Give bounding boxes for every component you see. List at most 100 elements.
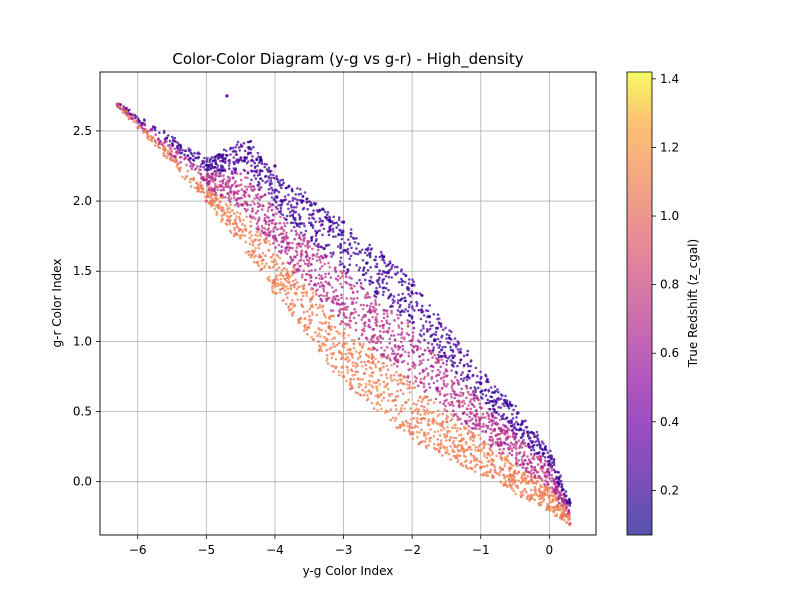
scatter-point: [339, 233, 343, 237]
scatter-point: [284, 250, 287, 254]
scatter-point: [451, 448, 454, 451]
scatter-point: [234, 221, 238, 224]
colorbar-tick-label: 0.4: [660, 415, 679, 429]
scatter-point: [286, 287, 290, 291]
scatter-point: [355, 237, 358, 240]
scatter-point: [403, 296, 407, 300]
scatter-point: [226, 192, 230, 195]
scatter-point: [391, 305, 394, 308]
scatter-point: [440, 334, 444, 338]
scatter-point: [235, 143, 239, 147]
scatter-point: [380, 319, 384, 323]
scatter-point: [249, 255, 253, 259]
scatter-point: [332, 365, 336, 368]
scatter-point: [290, 229, 293, 232]
scatter-point: [400, 327, 404, 331]
scatter-point: [441, 420, 444, 424]
scatter-point: [361, 316, 365, 319]
scatter-point: [504, 442, 507, 446]
scatter-point: [390, 276, 394, 279]
scatter-point: [355, 247, 358, 250]
scatter-point: [237, 204, 240, 208]
scatter-point: [498, 451, 501, 455]
scatter-point: [272, 176, 276, 180]
scatter-point: [404, 400, 408, 404]
scatter-point: [485, 456, 489, 460]
scatter-point: [508, 476, 512, 480]
scatter-point: [178, 156, 182, 159]
scatter-point: [299, 258, 303, 262]
scatter-point: [533, 434, 537, 437]
scatter-point: [209, 167, 213, 171]
scatter-point: [433, 430, 437, 434]
scatter-point: [423, 349, 427, 352]
scatter-point: [214, 156, 217, 159]
scatter-point: [378, 285, 382, 289]
scatter-point: [263, 227, 267, 230]
scatter-point: [517, 428, 520, 432]
scatter-point: [502, 484, 506, 487]
scatter-point: [391, 349, 395, 353]
scatter-point: [268, 169, 271, 172]
scatter-point: [503, 456, 507, 460]
scatter-point: [270, 186, 273, 190]
scatter-point: [261, 252, 265, 255]
scatter-point: [325, 216, 329, 219]
scatter-point: [382, 391, 386, 394]
scatter-point: [154, 140, 157, 144]
scatter-point: [477, 445, 480, 448]
scatter-point: [429, 324, 433, 328]
scatter-point: [471, 373, 475, 377]
scatter-point: [224, 196, 227, 199]
scatter-point: [275, 189, 279, 192]
scatter-point: [301, 194, 305, 198]
x-tick-label: −6: [129, 543, 147, 557]
scatter-point: [541, 452, 545, 456]
scatter-point: [407, 305, 411, 309]
scatter-point: [420, 400, 424, 404]
scatter-point: [532, 448, 536, 452]
scatter-point: [227, 185, 230, 189]
scatter-point: [281, 178, 285, 182]
scatter-point: [293, 271, 296, 274]
scatter-point: [365, 296, 368, 300]
scatter-point: [340, 285, 344, 289]
scatter-point: [480, 416, 483, 419]
scatter-point: [398, 305, 401, 309]
scatter-point: [348, 276, 351, 279]
scatter-point: [415, 376, 419, 380]
scatter-point: [400, 360, 404, 364]
scatter-point: [445, 333, 449, 336]
scatter-point: [332, 295, 336, 299]
scatter-point: [226, 179, 229, 182]
scatter-point: [450, 395, 453, 399]
scatter-point: [317, 282, 320, 285]
scatter-point: [385, 330, 389, 334]
scatter-point: [339, 243, 343, 246]
scatter-point: [491, 440, 495, 443]
scatter-point: [403, 429, 406, 432]
scatter-point: [459, 427, 462, 431]
scatter-point: [438, 370, 442, 374]
scatter-point: [376, 378, 380, 382]
scatter-point: [519, 427, 522, 431]
scatter-point: [348, 257, 352, 261]
scatter-point: [418, 431, 421, 434]
scatter-point: [503, 429, 507, 433]
scatter-point: [315, 254, 318, 258]
scatter-point: [229, 153, 232, 156]
scatter-point: [500, 452, 503, 456]
scatter-point: [424, 437, 428, 440]
scatter-point: [440, 348, 444, 352]
scatter-point: [300, 275, 304, 279]
scatter-point: [289, 255, 292, 259]
scatter-point: [426, 346, 430, 350]
scatter-point: [214, 184, 217, 188]
scatter-point: [416, 345, 420, 349]
scatter-point: [517, 452, 521, 455]
scatter-point: [252, 185, 256, 189]
scatter-point: [368, 282, 372, 286]
scatter-point: [346, 360, 350, 363]
scatter-point: [483, 389, 487, 392]
scatter-point: [261, 204, 265, 207]
